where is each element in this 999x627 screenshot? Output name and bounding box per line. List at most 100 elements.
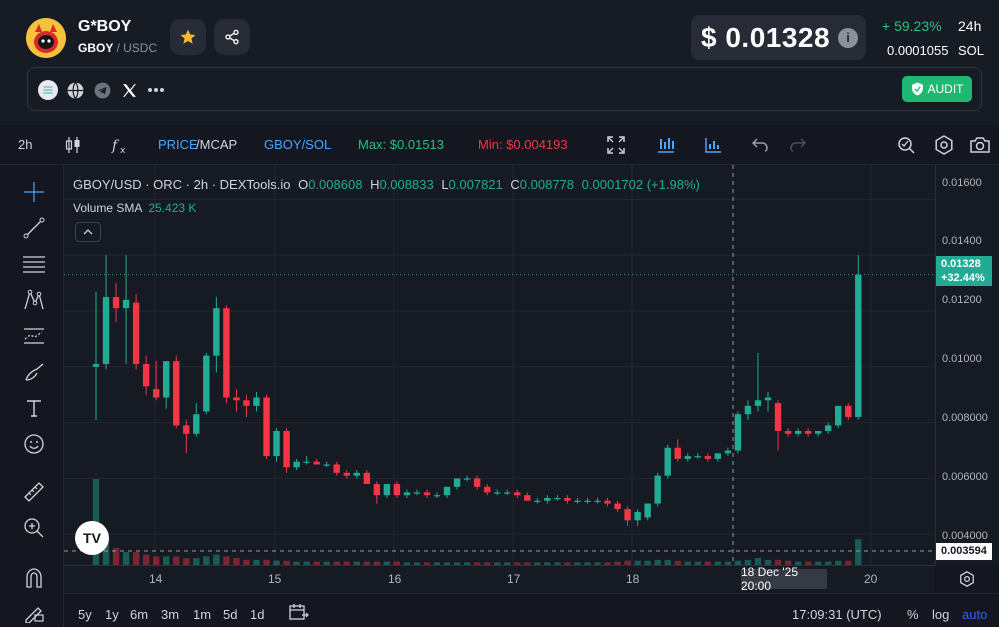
- log-toggle[interactable]: log: [932, 607, 950, 622]
- volume-bar: [835, 560, 842, 565]
- trend-line-tool-icon[interactable]: [21, 215, 47, 241]
- candle-body: [704, 456, 712, 459]
- share-button[interactable]: [214, 19, 250, 55]
- volume-bar: [142, 554, 150, 565]
- chart-pane[interactable]: [64, 165, 935, 565]
- max-price-label: Max: $0.01513: [358, 137, 445, 152]
- website-icon[interactable]: [65, 80, 85, 100]
- token-header: G*BOY GBOY / USDC $ 0.01328 i + 59.23% 2…: [0, 0, 999, 125]
- mcap-toggle[interactable]: /MCAP: [196, 137, 238, 152]
- volume-bar: [684, 561, 691, 565]
- candlestick-chart[interactable]: [64, 165, 935, 565]
- candle-body: [303, 461, 310, 463]
- volume-bar: [634, 560, 641, 565]
- volume-bar: [714, 561, 722, 565]
- range-1d[interactable]: 1d: [250, 607, 265, 622]
- lock-drawings-icon[interactable]: [21, 599, 47, 625]
- volume-bar: [734, 560, 742, 565]
- fullscreen-icon[interactable]: [606, 135, 626, 155]
- solana-icon[interactable]: [38, 80, 58, 100]
- candle-type-icon[interactable]: [63, 135, 83, 155]
- candle-body: [604, 500, 611, 504]
- magnet-icon[interactable]: [21, 565, 47, 591]
- x-twitter-icon[interactable]: [119, 80, 139, 100]
- date-range-icon[interactable]: [289, 603, 309, 623]
- percent-toggle[interactable]: %: [907, 607, 919, 622]
- more-icon[interactable]: [146, 80, 166, 100]
- redo-icon[interactable]: [788, 135, 808, 155]
- axis-settings-icon[interactable]: [959, 571, 977, 589]
- range-6m[interactable]: 6m: [130, 607, 149, 622]
- volume-bar: [554, 562, 561, 565]
- brush-tool-icon[interactable]: [21, 359, 47, 385]
- info-icon[interactable]: i: [838, 27, 859, 48]
- candle-body: [273, 430, 280, 457]
- price-toggle[interactable]: PRICE: [158, 137, 198, 152]
- candle-body: [363, 472, 371, 485]
- price-axis[interactable]: [935, 165, 999, 565]
- telegram-icon[interactable]: [92, 80, 112, 100]
- volume-bar: [173, 556, 180, 565]
- time-axis[interactable]: 14 15 16 17 18 20 18 Dec '25 20:00: [64, 565, 935, 593]
- quick-search-icon[interactable]: [896, 135, 916, 155]
- volume-bar: [353, 561, 360, 565]
- interval-selector[interactable]: 2h: [18, 137, 33, 152]
- tradingview-logo[interactable]: TV: [75, 521, 109, 555]
- volume-bar: [824, 561, 832, 565]
- share-icon: [225, 29, 239, 45]
- ruler-tool-icon[interactable]: [21, 479, 47, 505]
- volume-bar: [564, 562, 571, 565]
- volume-bar: [152, 556, 160, 565]
- candle-body: [764, 397, 772, 401]
- crosshair-tool-icon[interactable]: [21, 179, 47, 205]
- candle-body: [824, 425, 832, 431]
- range-3m[interactable]: 3m: [161, 607, 180, 622]
- audit-button[interactable]: AUDIT: [902, 76, 972, 102]
- candle-body: [453, 478, 461, 487]
- candle-body: [203, 355, 210, 412]
- x-tick-label: 14: [149, 572, 163, 586]
- candle-body: [855, 274, 862, 418]
- candle-body: [574, 500, 581, 502]
- range-1y[interactable]: 1y: [105, 607, 119, 622]
- horizontal-lines-tool-icon[interactable]: [21, 251, 47, 277]
- emoji-tool-icon[interactable]: [21, 431, 47, 457]
- prediction-tool-icon[interactable]: [21, 323, 47, 349]
- pair-toggle[interactable]: GBOY/SOL: [264, 137, 332, 152]
- legend-title: GBOY/USD · ORC · 2h · DEXTools.io: [73, 177, 291, 192]
- favorite-button[interactable]: [170, 19, 206, 55]
- x-tick-label: 17: [507, 572, 521, 586]
- candle-body: [774, 403, 782, 431]
- volume-chart-icon[interactable]: [703, 135, 723, 155]
- text-tool-icon[interactable]: [21, 395, 47, 421]
- x-tick-label: 16: [388, 572, 402, 586]
- clock-time[interactable]: 17:09:31 (UTC): [792, 607, 882, 622]
- star-icon: [180, 29, 196, 44]
- candle-body: [112, 297, 120, 309]
- volume-bar: [243, 559, 250, 565]
- volume-bar: [333, 561, 340, 565]
- volume-bar: [674, 560, 681, 565]
- range-5y[interactable]: 5y: [78, 607, 92, 622]
- volume-bar: [413, 562, 421, 565]
- volume-bar: [303, 561, 310, 565]
- camera-icon[interactable]: [970, 135, 990, 155]
- volume-bar: [363, 561, 371, 565]
- y-tick-label: 0.004000: [942, 530, 988, 542]
- undo-icon[interactable]: [750, 135, 770, 155]
- candle-body: [734, 414, 742, 451]
- zoom-in-icon[interactable]: [21, 515, 47, 541]
- range-5d[interactable]: 5d: [223, 607, 238, 622]
- range-1m[interactable]: 1m: [193, 607, 212, 622]
- bars-chart-icon[interactable]: [656, 135, 676, 155]
- candle-body: [193, 414, 200, 434]
- price-sol: 0.0001055: [887, 43, 949, 58]
- auto-toggle[interactable]: auto: [962, 607, 988, 622]
- collapse-legend-button[interactable]: [75, 222, 101, 242]
- legend-open-key: O: [298, 177, 309, 192]
- pattern-tool-icon[interactable]: [21, 287, 47, 313]
- settings-icon[interactable]: [934, 135, 954, 155]
- token-avatar: [26, 18, 66, 58]
- volume-bar: [504, 562, 511, 565]
